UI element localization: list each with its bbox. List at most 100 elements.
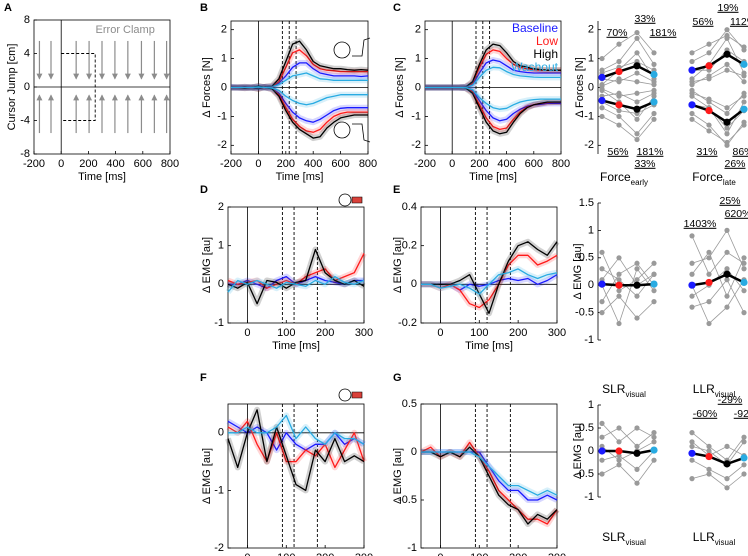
y-axis-label: Δ Forces [N] bbox=[574, 57, 586, 118]
x-tick-label: 200 bbox=[316, 327, 334, 339]
subject-point bbox=[724, 61, 730, 67]
y-tick-label: 0.5 bbox=[579, 252, 594, 264]
subject-line bbox=[601, 90, 655, 120]
x-tick-label: -200 bbox=[220, 158, 242, 170]
subject-point bbox=[599, 86, 605, 92]
y-tick-label: 0.2 bbox=[402, 240, 417, 252]
x-tick-label: 600 bbox=[331, 158, 349, 170]
y-tick-label: 0 bbox=[221, 81, 227, 93]
series-line bbox=[421, 446, 558, 525]
y-tick-label: 0 bbox=[411, 446, 417, 458]
subject-line bbox=[691, 251, 745, 298]
y-tick-label: 0.5 bbox=[402, 398, 417, 410]
subject-point bbox=[689, 233, 695, 239]
percent-label: 112% bbox=[730, 16, 748, 28]
subject-point bbox=[706, 249, 712, 255]
subject-point bbox=[599, 310, 605, 316]
y-axis-label: Cursor Jump [cm] bbox=[6, 44, 18, 131]
subject-point bbox=[599, 299, 605, 305]
percent-label: 70% bbox=[606, 27, 627, 39]
subject-line bbox=[601, 427, 655, 447]
series-line bbox=[228, 414, 365, 445]
subject-point bbox=[634, 99, 640, 105]
mean-point bbox=[615, 101, 623, 109]
category-name: SLR bbox=[602, 530, 626, 544]
category-subscript: visual bbox=[715, 390, 736, 399]
subject-point bbox=[634, 293, 640, 299]
category-label: SLRvisual bbox=[602, 382, 646, 399]
mean-point bbox=[705, 452, 713, 461]
category-subscript: visual bbox=[625, 390, 646, 399]
subject-line bbox=[691, 118, 745, 143]
y-axis-label: Δ EMG [au] bbox=[392, 237, 404, 293]
subject-point bbox=[599, 266, 605, 272]
subject-point bbox=[741, 471, 747, 477]
subject-point bbox=[616, 122, 622, 128]
mean-point bbox=[615, 281, 623, 289]
subject-point bbox=[599, 434, 605, 440]
category-name: LLR bbox=[693, 382, 715, 396]
x-tick-label: 400 bbox=[304, 158, 322, 170]
subject-line bbox=[601, 267, 655, 325]
series-line bbox=[421, 254, 558, 309]
plot-frame bbox=[420, 206, 558, 324]
y-tick-label: -1 bbox=[407, 542, 417, 554]
y-tick-label: -1 bbox=[584, 491, 594, 503]
y-tick-label: 2 bbox=[218, 201, 224, 213]
mean-point bbox=[723, 50, 731, 58]
subject-point bbox=[706, 271, 712, 277]
percent-label: 1403% bbox=[684, 218, 717, 230]
percent-label: 56% bbox=[692, 16, 713, 28]
y-tick-label: 0 bbox=[415, 81, 421, 93]
subject-point bbox=[651, 457, 657, 463]
x-tick-label: -200 bbox=[414, 158, 436, 170]
subject-point bbox=[724, 27, 730, 33]
subject-point bbox=[634, 35, 640, 41]
series-line bbox=[421, 241, 558, 314]
series-line bbox=[227, 409, 365, 492]
mean-line bbox=[601, 99, 655, 111]
subject-line bbox=[601, 116, 655, 141]
subject-point bbox=[724, 227, 730, 233]
subject-point bbox=[616, 439, 622, 445]
panel-label: E bbox=[393, 184, 400, 196]
mean-point bbox=[705, 62, 713, 70]
y-tick-label: -2 bbox=[584, 139, 594, 151]
category-label: Forcelate bbox=[692, 170, 736, 187]
subject-point bbox=[689, 110, 695, 117]
subject-line bbox=[601, 459, 655, 484]
panel-label: B bbox=[200, 2, 208, 14]
subject-point bbox=[741, 462, 747, 468]
subject-point bbox=[651, 299, 657, 305]
x-axis-label: Time [ms] bbox=[272, 340, 320, 352]
x-tick-label: 800 bbox=[552, 158, 570, 170]
x-tick-label: 300 bbox=[548, 327, 566, 339]
x-tick-label: 600 bbox=[134, 158, 152, 170]
subject-point bbox=[634, 266, 640, 272]
subject-point bbox=[599, 105, 605, 111]
percent-label: 31% bbox=[696, 146, 717, 158]
x-tick-label: 800 bbox=[161, 158, 179, 170]
subject-point bbox=[599, 457, 605, 463]
subject-point bbox=[724, 485, 730, 491]
x-tick-label: 0 bbox=[58, 158, 64, 170]
y-tick-label: 0 bbox=[218, 278, 224, 290]
mean-point bbox=[688, 66, 696, 74]
subject-point bbox=[599, 471, 605, 477]
mean-point bbox=[633, 62, 641, 70]
subject-line bbox=[601, 92, 655, 103]
subject-point bbox=[741, 99, 747, 105]
category-name: SLR bbox=[602, 382, 626, 396]
subject-point bbox=[599, 55, 605, 62]
subject-line bbox=[691, 432, 745, 461]
series-line bbox=[227, 248, 365, 305]
mean-point bbox=[723, 460, 731, 468]
error-band bbox=[231, 83, 368, 108]
y-tick-label: -0.5 bbox=[575, 468, 594, 480]
mean-point bbox=[688, 101, 696, 109]
subject-point bbox=[724, 32, 730, 39]
subject-point bbox=[706, 41, 712, 47]
panel-label: A bbox=[4, 2, 12, 14]
subject-point bbox=[741, 288, 747, 294]
